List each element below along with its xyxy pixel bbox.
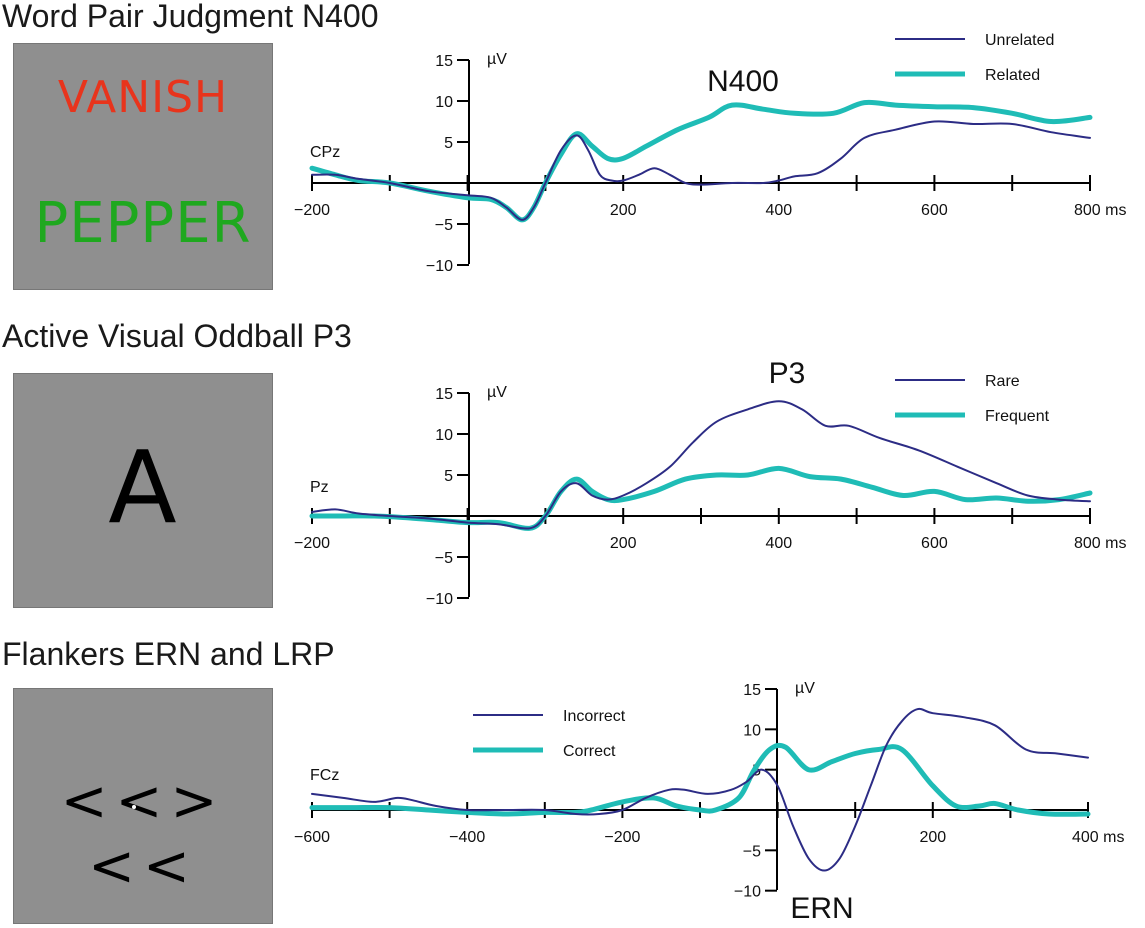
stimulus-box-word-pair: VANISH PEPPER [13,43,273,290]
stimulus-letter: A [108,429,178,546]
legend-label: Related [985,67,1040,84]
y-tick-label: 15 [435,386,453,403]
x-tick-label: −200 [294,202,330,219]
chart-n400: −200 200 400 600 800 ms 15 10 5 −5 −10 µV CPz N400 Un… [294,32,1126,275]
y-tick-label: 10 [435,427,453,444]
panel-title-ern: Flankers ERN and LRP [2,636,335,672]
y-tick-label: 15 [435,53,453,70]
x-tick-label: 600 [921,535,948,552]
legend-label: Rare [985,373,1020,390]
x-tick-label: 800 ms [1074,535,1126,552]
y-tick-label: −5 [435,217,453,234]
stimulus-word-target: PEPPER [34,191,252,256]
y-tick-label: −10 [426,591,453,608]
y-tick-label: 15 [743,682,761,699]
legend-label: Correct [563,743,616,760]
y-tick-label: 5 [444,468,453,485]
stimulus-arrows: <<><< [60,769,226,899]
y-tick-label: 10 [743,722,761,739]
series-line-incorrect [311,707,1089,872]
stimulus-word-prime: VANISH [57,72,229,123]
electrode-label: CPz [310,144,340,161]
x-tick-label: 600 [921,202,948,219]
y-tick-label: 10 [435,94,453,111]
y-tick-label: 5 [444,135,453,152]
stimulus-box-oddball: A [13,373,273,608]
y-tick-label: −10 [426,258,453,275]
x-tick-label: 200 [610,535,637,552]
series-line-related [309,99,1093,223]
x-tick-label: 200 [919,829,946,846]
x-tick-label: −400 [449,829,485,846]
series-line-rare [311,400,1091,530]
stimulus-box-flankers: <<><< [13,688,273,924]
x-tick-label: 200 [610,202,637,219]
legend-label: Incorrect [563,708,626,725]
y-tick-label: −5 [435,550,453,567]
y-unit-label: µV [795,680,815,697]
electrode-label: FCz [310,767,339,784]
y-unit-label: µV [487,384,507,401]
panel-title-p3: Active Visual Oddball P3 [2,318,352,354]
series-line-unrelated [311,120,1091,221]
y-tick-label: −10 [734,884,761,901]
chart-ern: −600 −400 −200 200 400 ms15105−5−10µVFCzERNI… [294,680,1124,925]
electrode-label: Pz [310,479,329,496]
component-label: ERN [790,892,853,925]
legend-label: Frequent [985,408,1050,425]
chart-p3: −200 200 400 600 800 ms 15 10 5 −5 −10 µV Pz P3 Rare F… [294,357,1126,608]
y-unit-label: µV [487,51,507,68]
x-tick-label: −200 [294,535,330,552]
x-tick-label: 400 [765,202,792,219]
x-tick-label: −200 [604,829,640,846]
x-tick-label: 400 [765,535,792,552]
x-tick-label: 400 ms [1072,829,1124,846]
panel-title-n400: Word Pair Judgment N400 [2,0,379,34]
component-label: N400 [707,65,779,98]
fixation-dot [132,805,136,809]
component-label: P3 [769,357,806,390]
x-tick-label: −600 [294,829,330,846]
series-line-correct [309,742,1091,817]
x-tick-label: 800 ms [1074,202,1126,219]
legend-label: Unrelated [985,32,1054,49]
y-tick-label: −5 [743,843,761,860]
